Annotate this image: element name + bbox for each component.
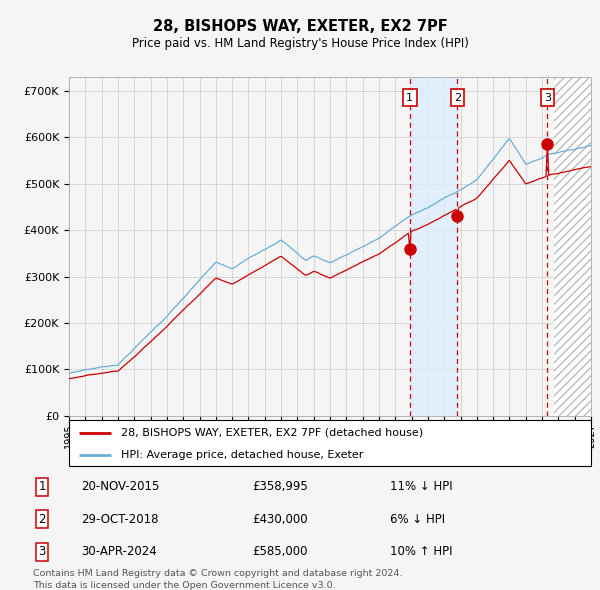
Text: 11% ↓ HPI: 11% ↓ HPI xyxy=(390,480,452,493)
Text: HPI: Average price, detached house, Exeter: HPI: Average price, detached house, Exet… xyxy=(121,450,364,460)
Text: £430,000: £430,000 xyxy=(252,513,308,526)
Text: 20-NOV-2015: 20-NOV-2015 xyxy=(81,480,160,493)
Text: 3: 3 xyxy=(544,93,551,103)
Bar xyxy=(410,77,457,416)
Text: £585,000: £585,000 xyxy=(252,545,308,558)
Text: 1: 1 xyxy=(406,93,413,103)
Bar xyxy=(554,77,591,416)
Text: Contains HM Land Registry data © Crown copyright and database right 2024.
This d: Contains HM Land Registry data © Crown c… xyxy=(33,569,403,590)
Text: 2: 2 xyxy=(38,513,46,526)
Text: 1: 1 xyxy=(38,480,46,493)
Text: 28, BISHOPS WAY, EXETER, EX2 7PF: 28, BISHOPS WAY, EXETER, EX2 7PF xyxy=(152,19,448,34)
FancyBboxPatch shape xyxy=(69,420,591,466)
Text: 28, BISHOPS WAY, EXETER, EX2 7PF (detached house): 28, BISHOPS WAY, EXETER, EX2 7PF (detach… xyxy=(121,428,424,438)
Bar xyxy=(554,77,591,416)
Text: £358,995: £358,995 xyxy=(252,480,308,493)
Text: Price paid vs. HM Land Registry's House Price Index (HPI): Price paid vs. HM Land Registry's House … xyxy=(131,37,469,50)
Text: 2: 2 xyxy=(454,93,461,103)
Text: 30-APR-2024: 30-APR-2024 xyxy=(81,545,157,558)
Text: 3: 3 xyxy=(38,545,46,558)
Text: 6% ↓ HPI: 6% ↓ HPI xyxy=(390,513,445,526)
Text: 29-OCT-2018: 29-OCT-2018 xyxy=(81,513,158,526)
Text: 10% ↑ HPI: 10% ↑ HPI xyxy=(390,545,452,558)
